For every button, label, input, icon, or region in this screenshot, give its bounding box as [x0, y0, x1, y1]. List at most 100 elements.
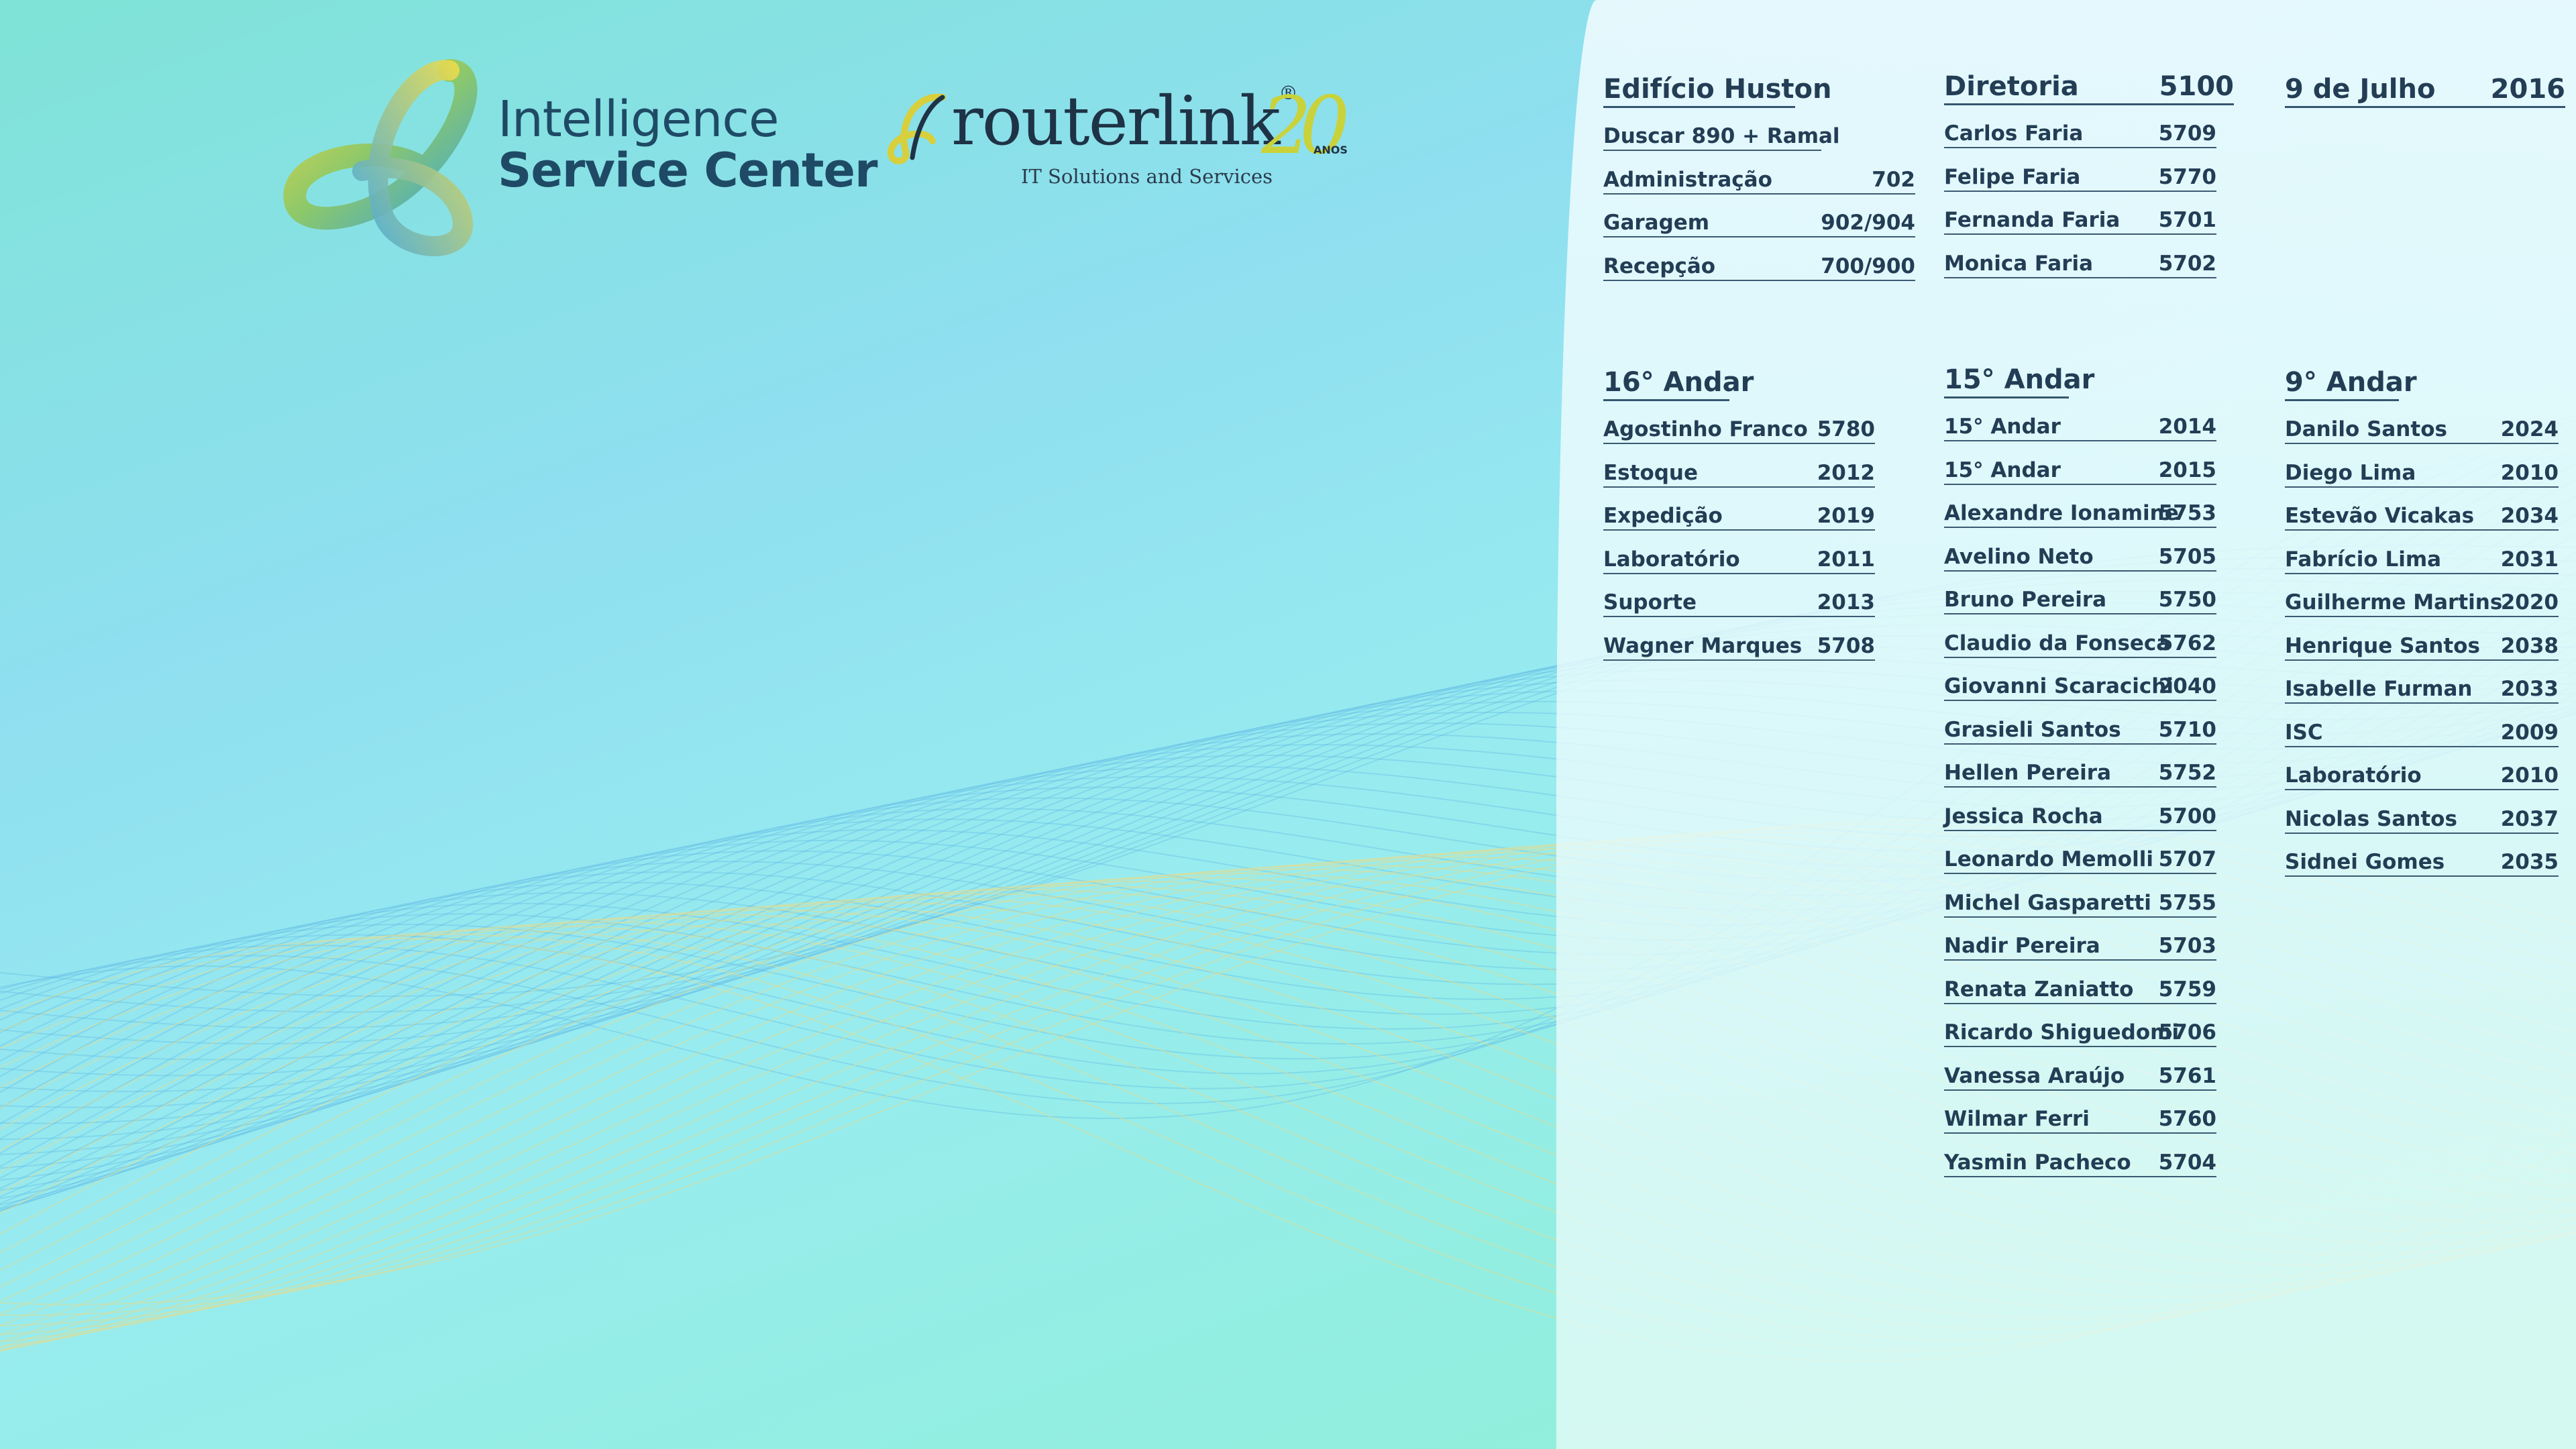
directory-row: Bruno Pereira 5750: [1944, 586, 2216, 614]
directory-row-name: Leonardo Memolli: [1944, 847, 2153, 871]
routerlink-word: routerlink: [951, 82, 1281, 160]
directory-row-name: Grasieli Santos: [1944, 717, 2121, 742]
section-title: Diretoria 5100: [1944, 71, 2234, 105]
directory-row-extension: 5709: [2158, 121, 2216, 146]
directory-panel: [1556, 0, 2576, 1449]
directory-row-extension: 2013: [1817, 590, 1875, 614]
section-title-text: Edifício Huston: [1603, 74, 1832, 105]
isc-logo-text: Intelligence Service Center: [498, 93, 878, 195]
directory-row-extension: 2035: [2500, 850, 2559, 874]
directory-row-name: Danilo Santos: [2285, 417, 2447, 441]
directory-row-extension: 5753: [2158, 501, 2216, 525]
directory-row: Henrique Santos 2038: [2285, 633, 2559, 661]
directory-row-extension: 2010: [2500, 763, 2559, 788]
directory-row-name: Estevão Vicakas: [2285, 504, 2475, 528]
directory-row-name: Felipe Faria: [1944, 164, 2081, 189]
directory-row: Administração 702: [1603, 166, 1915, 195]
directory-row-name: Fernanda Faria: [1944, 208, 2121, 232]
directory-row-name: Estoque: [1603, 460, 1699, 485]
section-15-andar: 15° Andar 15° Andar 2014 15° Andar 2015 Alex…: [1944, 364, 2216, 1192]
directory-row-extension: 5705: [2158, 544, 2216, 569]
directory-row-extension: 5704: [2158, 1150, 2216, 1175]
intelligence-service-center-logo-icon: [283, 59, 478, 256]
directory-row: Recepção 700/900: [1603, 253, 1915, 281]
directory-row: Grasieli Santos 5710: [1944, 716, 2216, 745]
directory-row: Wilmar Ferri 5760: [1944, 1106, 2216, 1134]
directory-row-name: Alexandre Ionamine: [1944, 501, 2179, 525]
directory-row-extension: 5770: [2158, 164, 2216, 189]
directory-row: Laboratório 2011: [1603, 546, 1875, 574]
directory-row: Yasmin Pacheco 5704: [1944, 1149, 2216, 1177]
directory-row: Felipe Faria 5770: [1944, 164, 2216, 192]
directory-row: Monica Faria 5702: [1944, 250, 2216, 278]
directory-row-name: Bruno Pereira: [1944, 588, 2107, 612]
section-diretoria: Diretoria 5100 Carlos Faria 5709 Felipe Far…: [1944, 71, 2234, 293]
routerlink-mark-icon: [887, 93, 946, 164]
directory-row: Expedição 2019: [1603, 502, 1875, 531]
directory-row-name: Ricardo Shiguedomi: [1944, 1020, 2180, 1044]
directory-row-name: Jessica Rocha: [1944, 804, 2103, 828]
directory-row-name: Nadir Pereira: [1944, 934, 2100, 958]
directory-row-extension: 2015: [2158, 458, 2216, 482]
directory-row: Michel Gasparetti 5755: [1944, 890, 2216, 918]
section-title: 16° Andar: [1603, 367, 1754, 401]
directory-row-name: Recepção: [1603, 254, 1716, 278]
routerlink-anos-label: ANOS: [1313, 144, 1348, 156]
directory-row-extension: 700/900: [1821, 254, 1915, 278]
directory-row-name: ISC: [2285, 720, 2323, 745]
directory-row: Fernanda Faria 5701: [1944, 207, 2216, 235]
directory-row: Guilherme Martins 2020: [2285, 589, 2559, 617]
directory-row-name: Diego Lima: [2285, 460, 2416, 485]
routerlink-tagline: IT Solutions and Services: [1021, 165, 1273, 188]
diretoria-rows: Carlos Faria 5709 Felipe Faria 5770 Fernanda…: [1944, 120, 2216, 278]
directory-row: 15° Andar 2014: [1944, 413, 2216, 441]
directory-row-extension: 2009: [2500, 720, 2559, 745]
section-title-text: 9° Andar: [2285, 367, 2417, 398]
directory-row-name: Giovanni Scaracichi: [1944, 674, 2174, 698]
directory-row-name: Suporte: [1603, 590, 1697, 614]
directory-row-extension: 2020: [2500, 590, 2559, 614]
directory-row: Fabrício Lima 2031: [2285, 546, 2559, 574]
directory-row: Isabelle Furman 2033: [2285, 676, 2559, 704]
directory-row-name: 15° Andar: [1944, 415, 2061, 439]
directory-row-name: Michel Gasparetti: [1944, 890, 2151, 915]
section-title-text: 9 de Julho: [2285, 74, 2436, 105]
directory-row: Estevão Vicakas 2034: [2285, 502, 2559, 531]
directory-row: Giovanni Scaracichi 2040: [1944, 673, 2216, 701]
directory-row-extension: 2011: [1817, 547, 1875, 572]
directory-row-name: Expedição: [1603, 504, 1723, 528]
section-9-andar: 9° Andar Danilo Santos 2024 Diego Lima 2010…: [2285, 367, 2559, 892]
directory-row-name: Avelino Neto: [1944, 544, 2094, 569]
section-title-text: 16° Andar: [1603, 367, 1754, 398]
directory-row: Vanessa Araújo 5761: [1944, 1063, 2216, 1091]
directory-row-extension: 2010: [2500, 460, 2559, 485]
directory-row-name: Claudio da Fonseca: [1944, 631, 2171, 655]
directory-row: Hellen Pereira 5752: [1944, 759, 2216, 788]
section-title: 9° Andar: [2285, 367, 2417, 401]
directory-row-extension: 2034: [2500, 504, 2559, 528]
directory-row-name: Agostinho Franco: [1603, 417, 1808, 441]
directory-row-name: Duscar 890 + Ramal: [1603, 124, 1840, 148]
edificio-rows: Duscar 890 + Ramal Administração 702 Garage…: [1603, 123, 1915, 281]
directory-row-extension: 2024: [2500, 417, 2559, 441]
directory-row-extension: 2014: [2158, 415, 2216, 439]
directory-row-extension: 2033: [2500, 677, 2559, 701]
directory-row-name: Garagem: [1603, 211, 1710, 235]
directory-row-extension: 5750: [2158, 588, 2216, 612]
directory-row: Estoque 2012: [1603, 460, 1875, 488]
directory-row-name: Guilherme Martins: [2285, 590, 2503, 614]
directory-row: Wagner Marques 5708: [1603, 633, 1875, 661]
directory-row-extension: 5755: [2158, 890, 2216, 915]
directory-row-extension: 5761: [2158, 1063, 2216, 1088]
directory-row: Sidnei Gomes 2035: [2285, 849, 2559, 877]
directory-row-extension: 902/904: [1821, 211, 1915, 235]
directory-row-name: Laboratório: [1603, 547, 1740, 572]
directory-row-extension: 5707: [2158, 847, 2216, 871]
directory-row: Laboratório 2010: [2285, 762, 2559, 790]
directory-row: Carlos Faria 5709: [1944, 120, 2216, 148]
directory-row: Leonardo Memolli 5707: [1944, 846, 2216, 874]
directory-row-extension: 5752: [2158, 761, 2216, 785]
directory-row: Suporte 2013: [1603, 589, 1875, 617]
directory-row: Garagem 902/904: [1603, 209, 1915, 237]
directory-row: Alexandre Ionamine 5753: [1944, 500, 2216, 528]
